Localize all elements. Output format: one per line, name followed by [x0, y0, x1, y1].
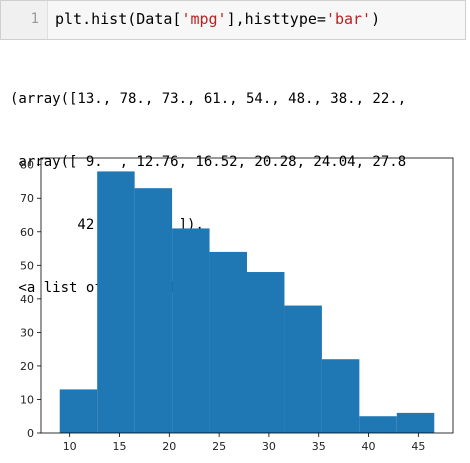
- histogram-bar: [97, 171, 135, 433]
- histogram-bar: [396, 412, 435, 433]
- code-line[interactable]: plt.hist(Data['mpg'],histtype='bar'): [55, 10, 380, 28]
- code-middle: ],histtype=: [226, 10, 326, 28]
- histogram-chart: 0 10 20 30 40 50 60 70 80 10 15 20 25 30 35 40 45: [20, 157, 454, 453]
- histogram-bar: [59, 389, 98, 433]
- y-tick-label: 50: [20, 259, 34, 272]
- x-tick-label: 20: [162, 440, 176, 453]
- code-cell-input[interactable]: 1 plt.hist(Data['mpg'],histtype='bar'): [0, 0, 466, 40]
- code-string-histtype: 'bar': [325, 10, 372, 28]
- line-number: 1: [30, 11, 39, 27]
- x-tick-label: 15: [112, 440, 126, 453]
- y-tick-label: 30: [20, 326, 34, 339]
- y-tick-label: 40: [20, 293, 34, 306]
- histogram-bar: [134, 188, 173, 433]
- histogram-bar: [247, 272, 285, 433]
- x-tick-label: 45: [411, 440, 425, 453]
- plot-frame: [40, 157, 454, 434]
- y-tick-label: 0: [27, 427, 34, 440]
- y-tick-label: 20: [20, 360, 34, 373]
- y-tick-label: 60: [20, 226, 34, 239]
- x-tick-label: 25: [212, 440, 226, 453]
- y-tick-label: 70: [20, 192, 34, 205]
- y-tick-label: 10: [20, 393, 34, 406]
- histogram-bar: [209, 251, 247, 433]
- histogram-bar: [284, 305, 322, 433]
- line-gutter: 1: [1, 1, 48, 39]
- code-string-column: 'mpg': [181, 10, 227, 28]
- histogram-bar: [321, 359, 360, 433]
- histogram-bar: [172, 228, 210, 433]
- output-line: (array([13., 78., 73., 61., 54., 48., 38…: [10, 91, 407, 107]
- histogram-bar: [359, 416, 397, 433]
- x-tick-label: 40: [362, 440, 376, 453]
- code-prefix: plt.hist(Data[: [55, 10, 182, 28]
- x-tick-label: 30: [262, 440, 276, 453]
- x-tick-label: 35: [312, 440, 326, 453]
- y-tick-label: 80: [20, 159, 34, 172]
- x-tick-label: 10: [63, 440, 77, 453]
- code-suffix: ): [371, 10, 381, 28]
